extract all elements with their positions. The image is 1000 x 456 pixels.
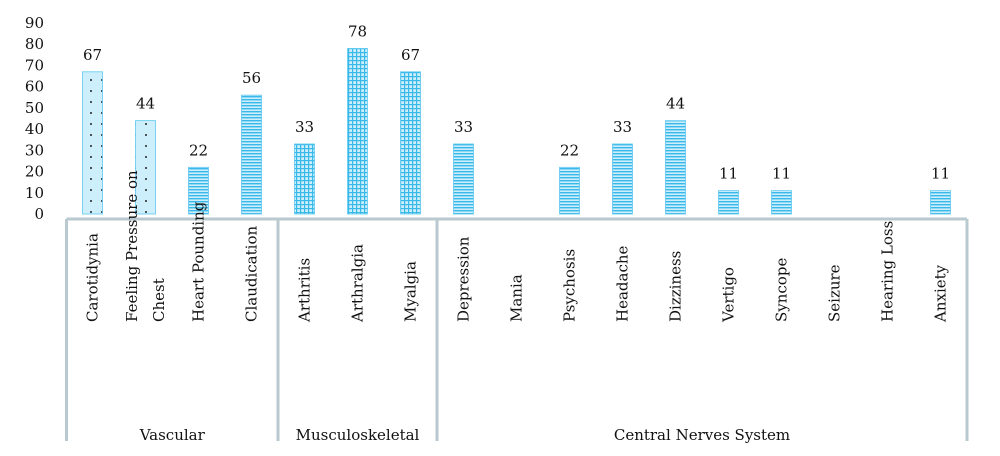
data-label: 11 bbox=[931, 165, 950, 183]
y-tick-label: 60 bbox=[25, 78, 44, 96]
bar bbox=[82, 71, 103, 215]
bar bbox=[294, 143, 315, 215]
category-label: Headache bbox=[614, 245, 632, 322]
y-tick-label: 50 bbox=[25, 99, 44, 117]
y-tick-label: 30 bbox=[25, 141, 44, 159]
bar bbox=[135, 120, 156, 215]
category-label: Mania bbox=[508, 274, 526, 322]
y-tick-label: 20 bbox=[25, 163, 44, 181]
bar bbox=[612, 143, 633, 215]
bar bbox=[400, 71, 421, 215]
bar bbox=[453, 143, 474, 215]
bar bbox=[718, 190, 739, 215]
bar bbox=[241, 94, 262, 215]
bar bbox=[347, 48, 368, 215]
group-labels: Vascular Musculoskeletal Central Nerves Sy… bbox=[139, 426, 790, 444]
data-label: 22 bbox=[560, 141, 579, 159]
category-label: Anxiety bbox=[932, 264, 950, 323]
data-label: 33 bbox=[454, 118, 473, 136]
data-label: 11 bbox=[772, 165, 791, 183]
category-labels: Carotidynia Feeling Pressure on Chest Heart… bbox=[84, 170, 950, 323]
category-label: Seizure bbox=[826, 264, 844, 322]
y-axis: 0 10 20 30 40 50 60 70 80 90 bbox=[25, 14, 44, 223]
y-tick-label: 90 bbox=[25, 14, 44, 32]
y-tick-label: 80 bbox=[25, 35, 44, 53]
y-tick-label: 70 bbox=[25, 56, 44, 74]
y-tick-label: 0 bbox=[34, 205, 44, 223]
data-label: 44 bbox=[666, 95, 685, 113]
group-label: Musculoskeletal bbox=[296, 426, 420, 444]
data-label: 67 bbox=[401, 46, 420, 64]
bar bbox=[559, 166, 580, 215]
bar bbox=[188, 166, 209, 215]
category-label: Chest bbox=[150, 278, 168, 322]
data-label: 44 bbox=[136, 95, 155, 113]
category-label: Syncope bbox=[773, 258, 791, 322]
value-labels: 67 44 22 56 33 78 67 33 22 33 44 11 11 11 bbox=[83, 22, 950, 182]
category-label: Feeling Pressure on bbox=[123, 170, 141, 322]
data-label: 22 bbox=[189, 141, 208, 159]
bar bbox=[665, 120, 686, 215]
data-label: 11 bbox=[719, 165, 738, 183]
category-label: Vertigo bbox=[720, 267, 738, 323]
y-tick-label: 10 bbox=[25, 184, 44, 202]
x-axis bbox=[65, 217, 969, 441]
category-label: Claudication bbox=[243, 226, 261, 322]
data-label: 33 bbox=[613, 118, 632, 136]
bar bbox=[930, 190, 951, 215]
data-label: 78 bbox=[348, 22, 367, 40]
category-label: Arthritis bbox=[296, 258, 314, 323]
group-label: Vascular bbox=[139, 426, 206, 444]
category-label: Heart Pounding bbox=[190, 201, 208, 322]
category-label: Arthralgia bbox=[349, 244, 367, 323]
data-label: 33 bbox=[295, 118, 314, 136]
category-label: Psychosis bbox=[561, 249, 579, 322]
category-label: Myalgia bbox=[402, 261, 420, 322]
bar bbox=[771, 190, 792, 215]
category-label: Carotidynia bbox=[84, 233, 102, 322]
data-label: 67 bbox=[83, 46, 102, 64]
y-tick-label: 40 bbox=[25, 120, 44, 138]
category-label: Depression bbox=[455, 236, 473, 322]
group-label: Central Nerves System bbox=[614, 426, 790, 444]
category-label: Hearing Loss bbox=[879, 221, 897, 322]
category-label: Dizziness bbox=[667, 251, 685, 322]
bars bbox=[82, 48, 951, 215]
data-label: 56 bbox=[242, 69, 261, 87]
